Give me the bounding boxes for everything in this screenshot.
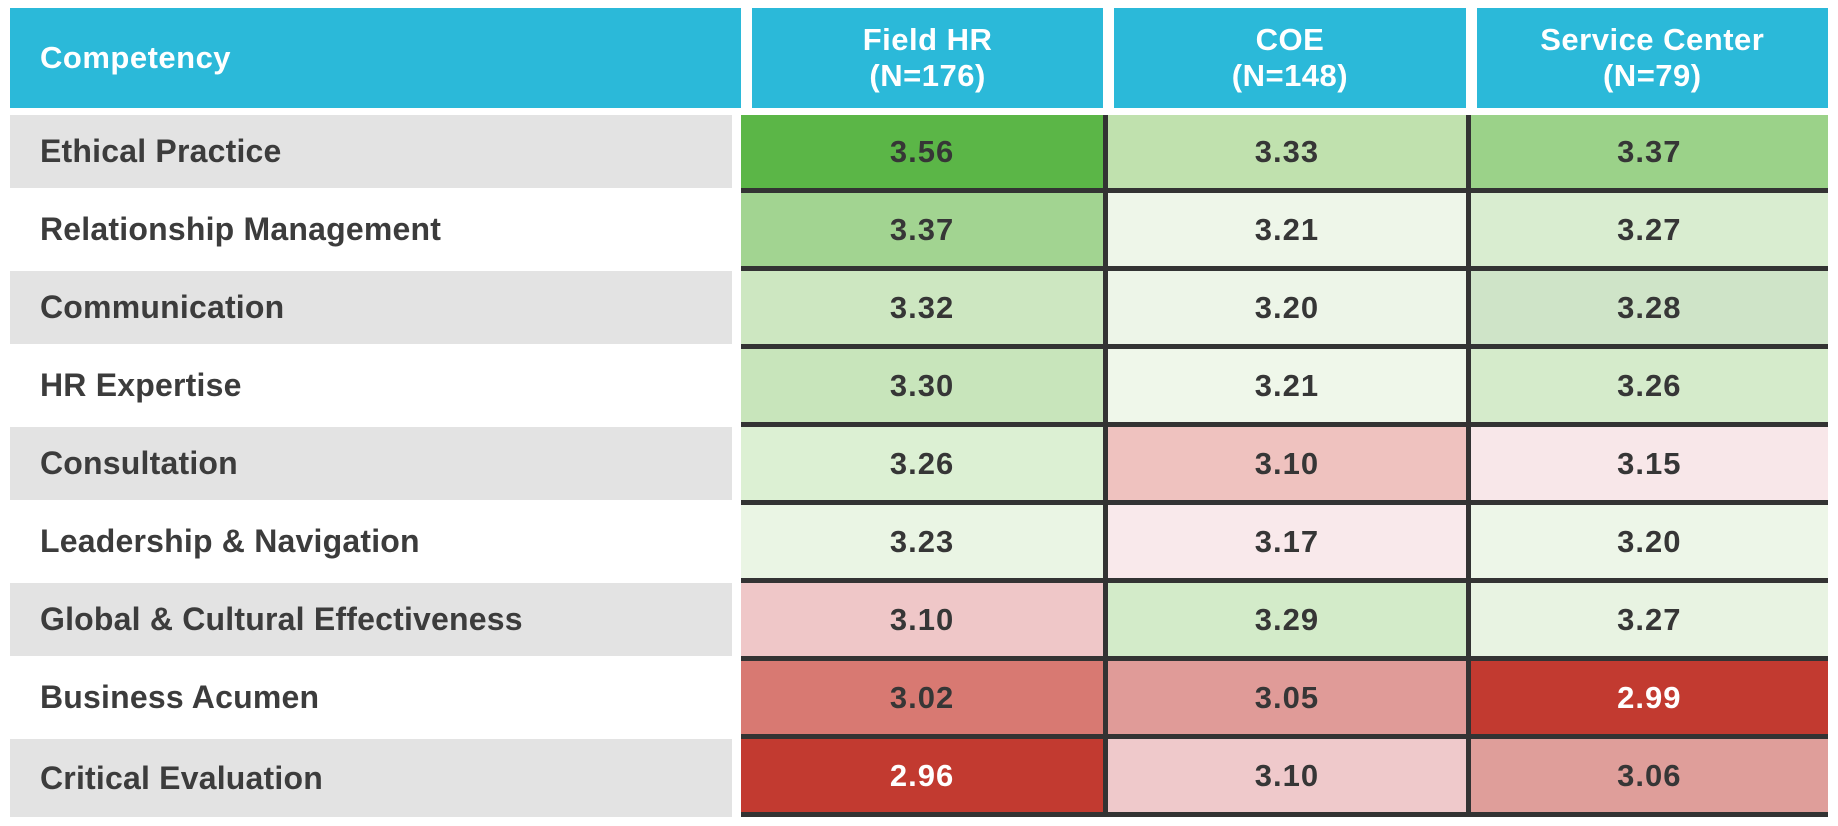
score-cell: 3.20	[1103, 271, 1466, 349]
score-cell: 3.29	[1103, 583, 1466, 661]
table-row: Global & Cultural Effectiveness 3.10 3.29 3…	[10, 583, 1828, 661]
score-cell: 3.05	[1103, 661, 1466, 739]
heatmap-table: Competency Field HR (N=176) COE (N=148) …	[10, 8, 1828, 817]
header-service-center: Service Center (N=79)	[1465, 8, 1828, 115]
header-competency-label: Competency	[40, 40, 232, 76]
header-coe-n: (N=148)	[1231, 58, 1349, 93]
competency-label: HR Expertise	[10, 349, 741, 427]
header-row: Competency Field HR (N=176) COE (N=148) …	[10, 8, 1828, 115]
score-cell: 3.10	[1103, 739, 1466, 817]
score-cell: 3.26	[740, 427, 1104, 505]
table-body: Ethical Practice 3.56 3.33 3.37 Relationship…	[10, 115, 1828, 817]
score-cell: 3.21	[1103, 193, 1466, 271]
header-competency: Competency	[10, 8, 741, 115]
competency-label: Critical Evaluation	[10, 739, 741, 817]
score-cell: 3.10	[740, 583, 1104, 661]
score-cell: 2.99	[1465, 661, 1828, 739]
competency-label: Communication	[10, 271, 741, 349]
score-cell: 3.20	[1465, 505, 1828, 583]
score-cell: 3.56	[740, 115, 1104, 193]
score-cell: 3.28	[1465, 271, 1828, 349]
score-cell: 3.15	[1465, 427, 1828, 505]
header-coe: COE (N=148)	[1103, 8, 1466, 115]
table-row: Critical Evaluation 2.96 3.10 3.06	[10, 739, 1828, 817]
table-row: HR Expertise 3.30 3.21 3.26	[10, 349, 1828, 427]
score-cell: 3.27	[1465, 583, 1828, 661]
table-row: Leadership & Navigation 3.23 3.17 3.20	[10, 505, 1828, 583]
header-coe-name: COE	[1255, 22, 1325, 58]
table-row: Consultation 3.26 3.10 3.15	[10, 427, 1828, 505]
header-field-hr-n: (N=176)	[869, 58, 986, 93]
table-header: Competency Field HR (N=176) COE (N=148) …	[10, 8, 1828, 115]
header-service-center-n: (N=79)	[1602, 58, 1702, 93]
score-cell: 3.02	[740, 661, 1104, 739]
competency-label: Ethical Practice	[10, 115, 741, 193]
score-cell: 3.21	[1103, 349, 1466, 427]
score-cell: 3.17	[1103, 505, 1466, 583]
score-cell: 3.26	[1465, 349, 1828, 427]
table-row: Relationship Management 3.37 3.21 3.27	[10, 193, 1828, 271]
competency-label: Relationship Management	[10, 193, 741, 271]
score-cell: 3.37	[740, 193, 1104, 271]
header-field-hr-name: Field HR	[862, 22, 993, 58]
score-cell: 3.33	[1103, 115, 1466, 193]
score-cell: 2.96	[740, 739, 1104, 817]
competency-label: Consultation	[10, 427, 741, 505]
header-field-hr: Field HR (N=176)	[740, 8, 1104, 115]
header-service-center-name: Service Center	[1540, 22, 1765, 58]
competency-label: Global & Cultural Effectiveness	[10, 583, 741, 661]
score-cell: 3.30	[740, 349, 1104, 427]
score-cell: 3.06	[1465, 739, 1828, 817]
competency-label: Leadership & Navigation	[10, 505, 741, 583]
table-row: Communication 3.32 3.20 3.28	[10, 271, 1828, 349]
competency-label: Business Acumen	[10, 661, 741, 739]
score-cell: 3.32	[740, 271, 1104, 349]
table-row: Business Acumen 3.02 3.05 2.99	[10, 661, 1828, 739]
score-cell: 3.27	[1465, 193, 1828, 271]
score-cell: 3.37	[1465, 115, 1828, 193]
score-cell: 3.10	[1103, 427, 1466, 505]
score-cell: 3.23	[740, 505, 1104, 583]
table-row: Ethical Practice 3.56 3.33 3.37	[10, 115, 1828, 193]
